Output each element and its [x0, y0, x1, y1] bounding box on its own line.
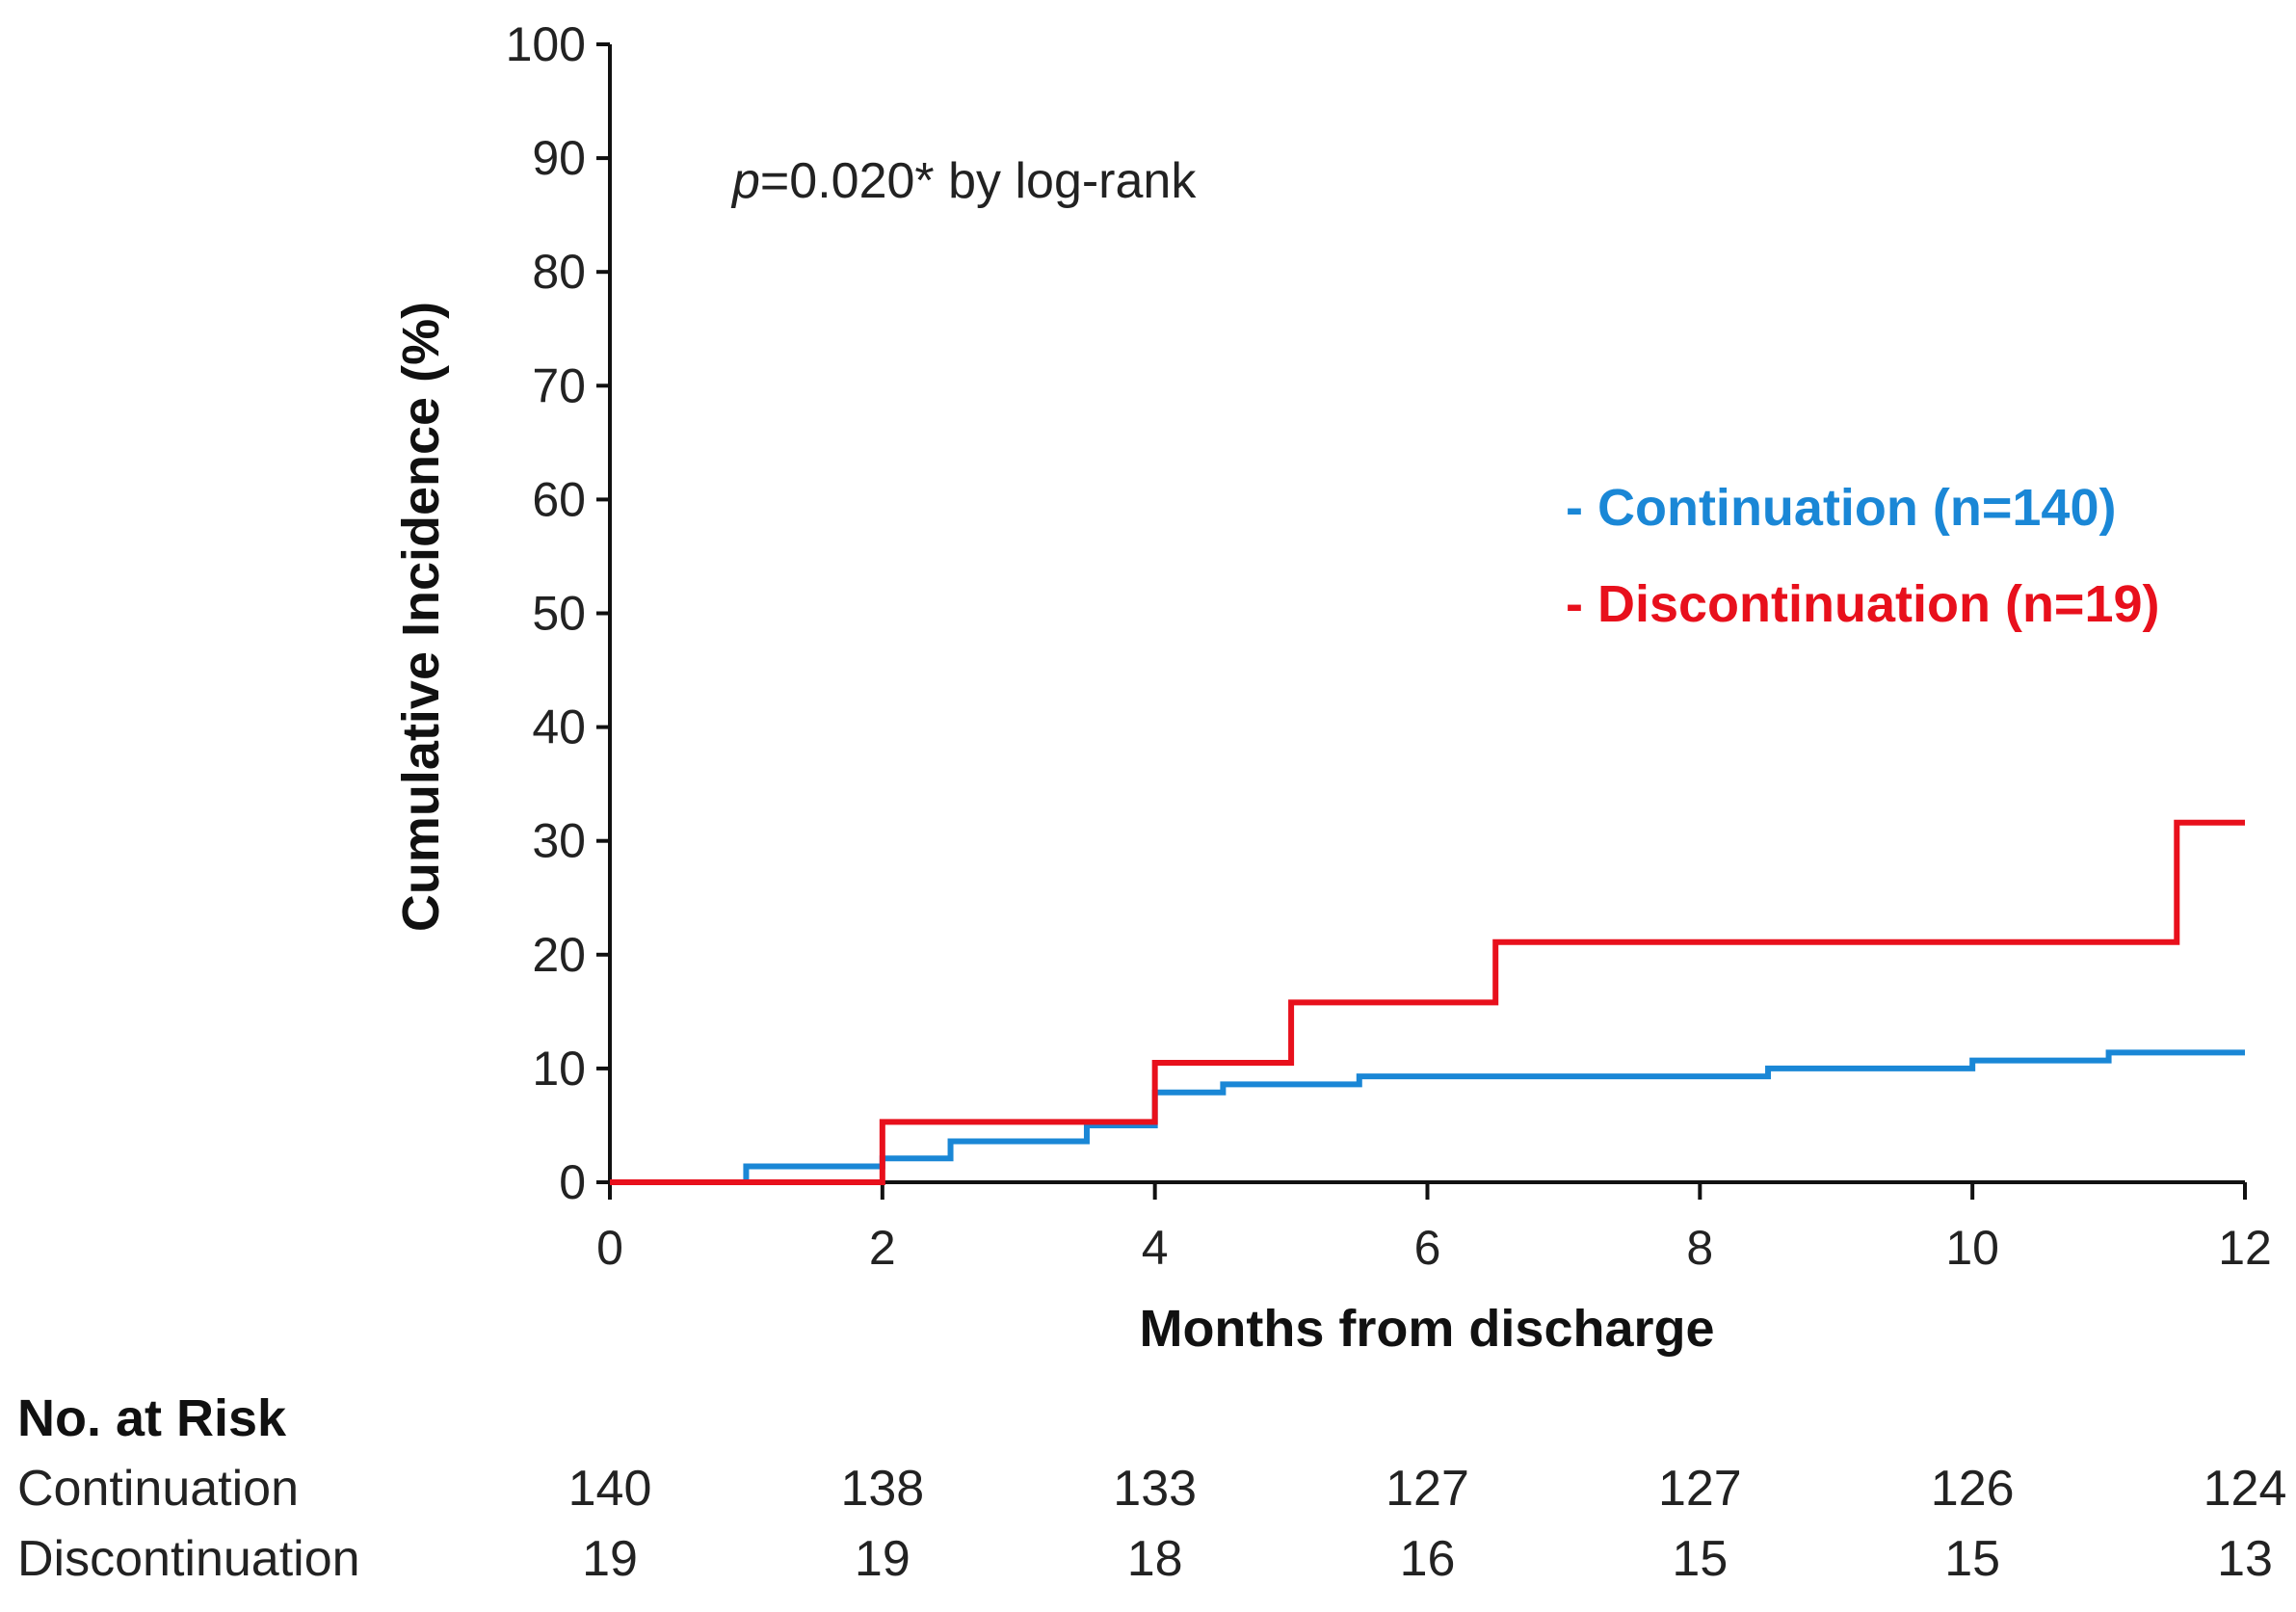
- risk-value: 140: [568, 1461, 652, 1517]
- x-axis-title: Months from discharge: [1139, 1300, 1714, 1358]
- x-tick-label: 4: [1142, 1221, 1169, 1275]
- y-tick-label: 30: [532, 814, 586, 868]
- risk-value: 19: [582, 1531, 638, 1587]
- risk-value: 124: [2204, 1461, 2287, 1517]
- x-tick-label: 12: [2218, 1221, 2272, 1275]
- p-value-annotation: p=0.020* by log-rank: [730, 153, 1197, 209]
- risk-value: 19: [855, 1531, 910, 1587]
- series-layer: [610, 819, 2245, 1185]
- risk-table-values: 140 138 133 127 127 126 124 19 19 18 16 15 15 13: [568, 1461, 2287, 1587]
- risk-value: 127: [1386, 1461, 1469, 1517]
- risk-row-label-discontinuation: Discontinuation: [17, 1531, 360, 1587]
- y-tick-label: 100: [506, 17, 586, 71]
- risk-value: 16: [1400, 1531, 1456, 1587]
- x-tick-label: 0: [596, 1221, 623, 1275]
- y-tick-label: 60: [532, 472, 586, 526]
- y-tick-label: 10: [532, 1042, 586, 1096]
- risk-value: 15: [1944, 1531, 2000, 1587]
- legend-entry-discontinuation: - Discontinuation (n=19): [1566, 575, 2160, 633]
- labels-layer: 0 10 20 30 40 50 60 70 80 90 100 0 2 4 6 8 10 12: [506, 17, 2272, 1275]
- y-tick-label: 50: [532, 587, 586, 641]
- x-tick-label: 10: [1945, 1221, 1999, 1275]
- y-axis-title: Cumulative Incidence (%): [392, 302, 450, 932]
- y-tick-label: 0: [559, 1155, 586, 1209]
- risk-value: 15: [1672, 1531, 1728, 1587]
- legend-entry-continuation: - Continuation (n=140): [1566, 479, 2116, 537]
- risk-value: 138: [840, 1461, 924, 1517]
- risk-table-title: No. at Risk: [17, 1389, 287, 1447]
- y-tick-label: 70: [532, 358, 586, 412]
- x-tick-label: 6: [1414, 1221, 1441, 1275]
- p-value-text: =0.020* by log-rank: [760, 153, 1197, 209]
- y-tick-label: 90: [532, 131, 586, 185]
- y-tick-label: 20: [532, 928, 586, 982]
- series-line-continuation: [610, 1049, 2245, 1185]
- y-tick-label: 40: [532, 700, 586, 754]
- series-line-discontinuation: [610, 819, 2245, 1185]
- p-symbol: p: [730, 153, 760, 209]
- x-tick-label: 2: [869, 1221, 896, 1275]
- y-tick-label: 80: [532, 245, 586, 299]
- risk-value: 126: [1931, 1461, 2015, 1517]
- risk-value: 127: [1658, 1461, 1742, 1517]
- x-tick-label: 8: [1686, 1221, 1713, 1275]
- risk-row-label-continuation: Continuation: [17, 1461, 299, 1517]
- risk-value: 18: [1127, 1531, 1183, 1587]
- risk-value: 133: [1113, 1461, 1197, 1517]
- risk-value: 13: [2217, 1531, 2273, 1587]
